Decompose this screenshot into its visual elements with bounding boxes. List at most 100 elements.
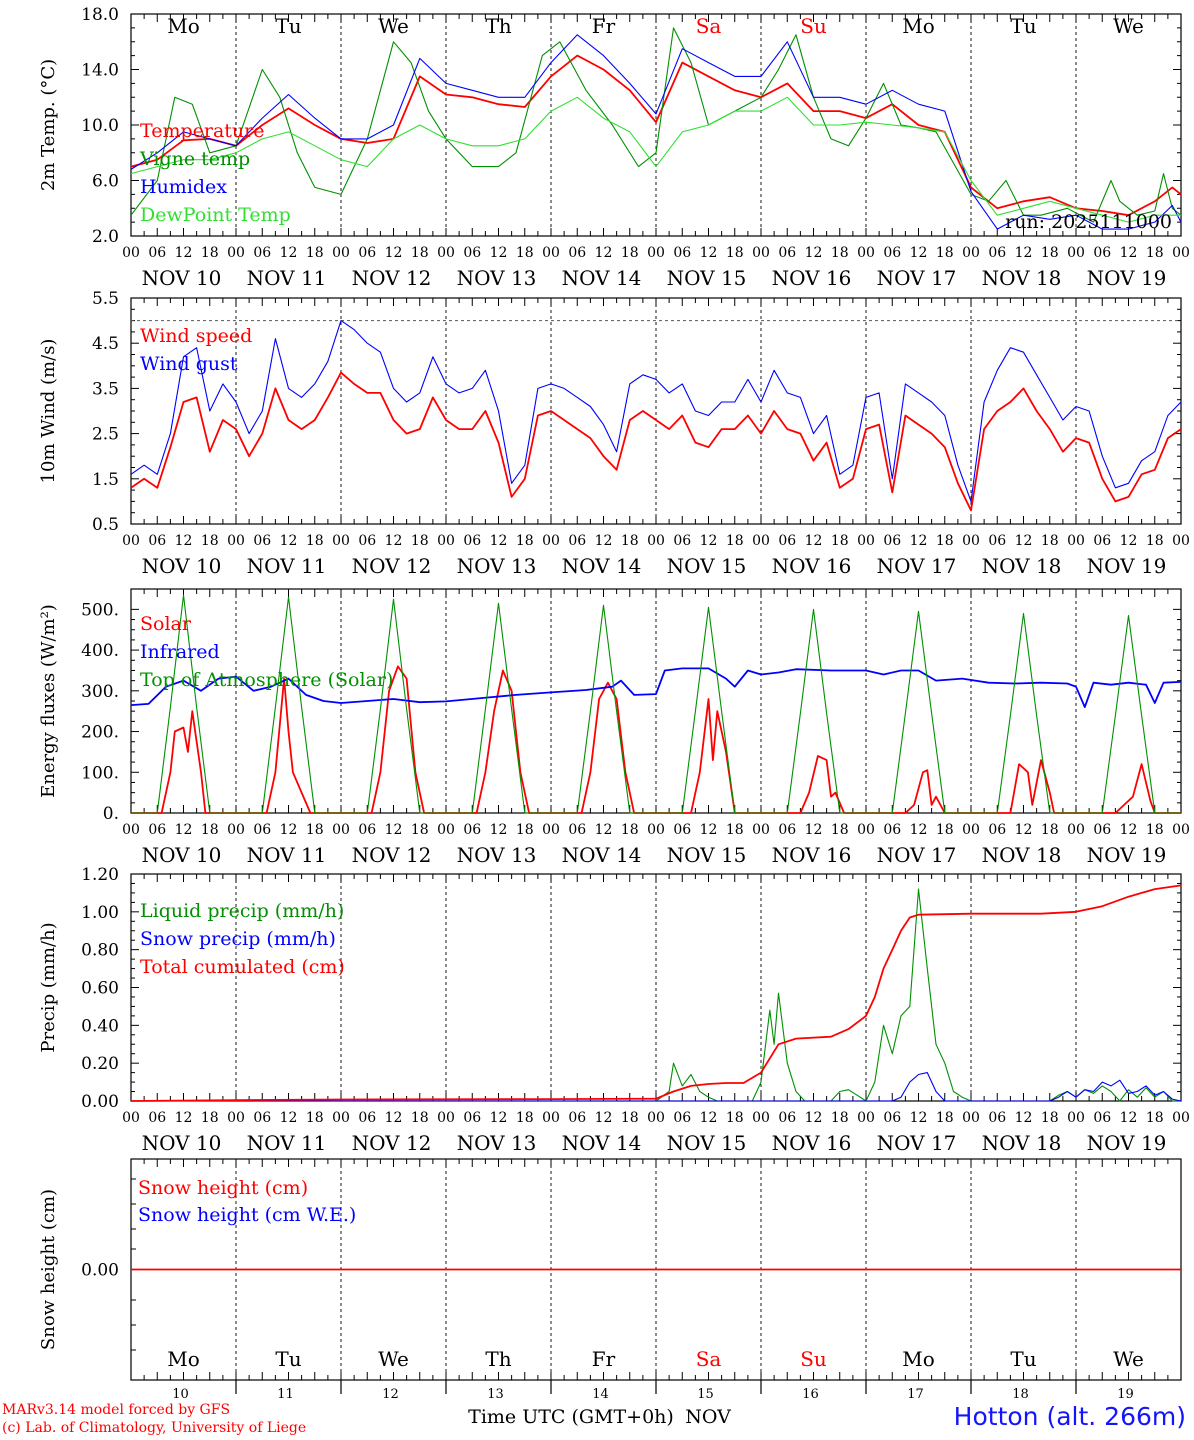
hour-tick-label: 12 — [910, 1110, 928, 1126]
hour-tick-label: 06 — [148, 533, 166, 549]
hour-tick-label: 00 — [122, 245, 140, 261]
legend-entry: Snow height (cm W.E.) — [138, 1204, 356, 1226]
hour-tick-label: 00 — [1067, 245, 1085, 261]
y-tick-label: 4.5 — [92, 334, 119, 354]
hour-tick-label: 00 — [962, 822, 980, 838]
hour-tick-label: 12 — [805, 822, 823, 838]
y-axis-label: 2m Temp. (°C) — [38, 59, 59, 191]
hour-tick-label: 06 — [253, 533, 271, 549]
hour-tick-label: 06 — [568, 245, 586, 261]
hour-tick-label: 18 — [1146, 533, 1164, 549]
hour-tick-label: 18 — [621, 533, 639, 549]
y-tick-label: 0.5 — [92, 515, 119, 535]
hour-tick-label: 12 — [1120, 245, 1138, 261]
hour-tick-label: 06 — [148, 245, 166, 261]
hour-tick-label: 00 — [752, 1110, 770, 1126]
hour-tick-label: 00 — [332, 1110, 350, 1126]
date-label: NOV 16 — [772, 554, 852, 578]
hour-tick-label: 12 — [700, 533, 718, 549]
hour-tick-label: 18 — [831, 533, 849, 549]
hour-tick-label: 18 — [1146, 822, 1164, 838]
hour-tick-label: 00 — [227, 533, 245, 549]
y-axis-label: Energy fluxes (W/m²) — [38, 604, 59, 798]
hour-tick-label: 18 — [831, 822, 849, 838]
hour-tick-label: 12 — [700, 822, 718, 838]
hour-tick-label: 06 — [1093, 1110, 1111, 1126]
date-label: NOV 10 — [142, 554, 222, 578]
hour-tick-label: 12 — [385, 822, 403, 838]
hour-tick-label: 06 — [673, 533, 691, 549]
hour-tick-label: 00 — [647, 1110, 665, 1126]
y-tick-label: 0. — [103, 804, 119, 824]
y-tick-label: 0.60 — [81, 979, 119, 999]
hour-tick-label: 06 — [358, 1110, 376, 1126]
hour-tick-label: 18 — [831, 245, 849, 261]
day-number-label: 19 — [1117, 1387, 1134, 1402]
hour-tick-label: 18 — [1041, 1110, 1059, 1126]
date-label: NOV 14 — [562, 554, 642, 578]
hour-tick-label: 06 — [568, 1110, 586, 1126]
hour-tick-label: 00 — [962, 1110, 980, 1126]
hour-tick-label: 18 — [306, 245, 324, 261]
hour-tick-label: 18 — [1146, 245, 1164, 261]
legend-entry: Wind gust — [140, 353, 238, 375]
hour-tick-label: 12 — [1120, 1110, 1138, 1126]
panel-wind: 0.5 1.5 2.5 3.5 4.5 5.5 10m Wind (m/s) Wind spe… — [38, 289, 1190, 578]
y-tick-label: 0.00 — [81, 1261, 119, 1281]
hour-tick-label: 00 — [857, 245, 875, 261]
hour-tick-label: 18 — [201, 1110, 219, 1126]
hour-tick-label: 18 — [201, 245, 219, 261]
legend-entry: Humidex — [140, 176, 227, 198]
hour-tick-label: 18 — [306, 1110, 324, 1126]
date-label: NOV 14 — [562, 843, 642, 867]
date-label: NOV 12 — [352, 1131, 432, 1155]
date-label: NOV 17 — [877, 1131, 957, 1155]
day-name-label: Fr — [592, 14, 616, 38]
hour-tick-label: 06 — [358, 822, 376, 838]
date-label: NOV 10 — [142, 843, 222, 867]
legend-entry: Infrared — [140, 641, 220, 663]
hour-tick-label: 00 — [542, 245, 560, 261]
hour-tick-label: 18 — [306, 533, 324, 549]
hour-tick-label: 18 — [516, 1110, 534, 1126]
hour-tick-label: 12 — [1015, 822, 1033, 838]
hour-tick-label: 12 — [595, 1110, 613, 1126]
date-label: NOV 15 — [667, 1131, 747, 1155]
hour-tick-label: 18 — [411, 1110, 429, 1126]
hour-tick-label: 00 — [857, 1110, 875, 1126]
y-axis-label: 10m Wind (m/s) — [38, 339, 59, 484]
hour-tick-label: 18 — [516, 822, 534, 838]
date-label: NOV 15 — [667, 554, 747, 578]
hour-tick-label: 00 — [1172, 533, 1190, 549]
day-name-label: Th — [485, 1347, 511, 1371]
legend-entry: Total cumulated (cm) — [140, 956, 345, 978]
model-credit: MARv3.14 model forced by GFS — [2, 1402, 231, 1418]
series-line-infrared — [130, 667, 1182, 708]
hour-tick-label: 06 — [463, 1110, 481, 1126]
day-number-label: 12 — [382, 1387, 399, 1402]
series-line-solar — [131, 665, 1181, 814]
time-axis-label: Time UTC (GMT+0h) — [468, 1406, 674, 1428]
hour-tick-label: 12 — [1015, 245, 1033, 261]
hour-tick-label: 00 — [542, 533, 560, 549]
hour-tick-label: 00 — [752, 822, 770, 838]
hour-tick-label: 18 — [411, 533, 429, 549]
hour-tick-label: 00 — [1067, 1110, 1085, 1126]
hour-tick-label: 18 — [411, 245, 429, 261]
date-label: NOV 13 — [457, 554, 537, 578]
y-tick-label: 2.0 — [92, 227, 119, 247]
hour-tick-label: 12 — [385, 245, 403, 261]
hour-tick-label: 18 — [1041, 822, 1059, 838]
hour-tick-label: 12 — [175, 245, 193, 261]
date-label: NOV 15 — [667, 843, 747, 867]
hour-tick-label: 18 — [201, 533, 219, 549]
hour-tick-label: 18 — [516, 245, 534, 261]
hour-tick-label: 06 — [673, 1110, 691, 1126]
series-line-total-cumulated-cm- — [130, 884, 1182, 1102]
hour-tick-label: 00 — [227, 245, 245, 261]
hour-tick-label: 18 — [936, 245, 954, 261]
date-label: NOV 19 — [1087, 554, 1167, 578]
hour-tick-label: 00 — [962, 245, 980, 261]
hour-tick-label: 06 — [778, 1110, 796, 1126]
